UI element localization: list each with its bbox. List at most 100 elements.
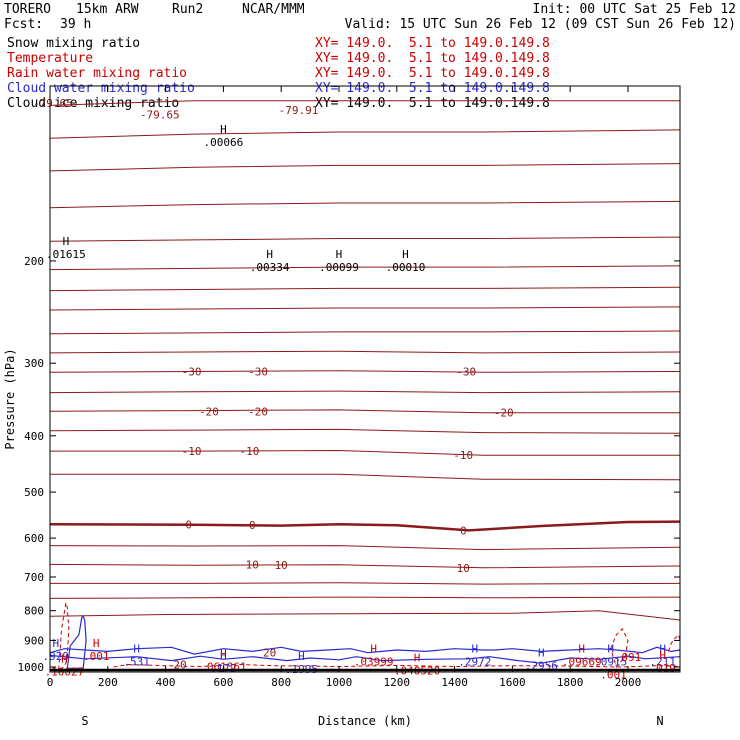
contour-label: 10	[246, 558, 259, 571]
y-tick-label: 600	[24, 532, 44, 545]
temperature-contour-line	[49, 100, 680, 106]
rain-water-contour-line	[58, 602, 70, 670]
contour-label: -20	[494, 407, 514, 420]
temperature-contour-line	[49, 409, 680, 414]
contour-label: 10	[275, 559, 288, 572]
maximum-value: .01615	[46, 248, 86, 261]
x-tick-label: 1800	[557, 676, 584, 689]
temperature-contour-line	[49, 390, 681, 394]
endpoint-left-label: S	[81, 714, 88, 728]
maximum-value: .00099	[319, 261, 359, 274]
maximum-marker: H	[93, 637, 100, 650]
forecast-label: Fcst:	[4, 17, 44, 32]
y-tick-label: 400	[24, 430, 44, 443]
temperature-contour-line	[49, 330, 681, 335]
y-tick-label: 300	[24, 357, 44, 370]
field-xy-cloud-water: XY= 149.0. 5.1 to 149.0.149.8	[315, 81, 550, 96]
field-name-temperature: Temperature	[7, 51, 94, 66]
temperature-contours	[49, 100, 681, 621]
temperature-contour-line	[49, 563, 681, 569]
maximum-marker: H	[659, 649, 666, 662]
contour-label: 0	[460, 524, 467, 537]
temperature-contour-line	[50, 449, 680, 456]
maximum-marker: H	[61, 653, 68, 666]
temperature-contour-line	[49, 236, 681, 242]
temperature-contour-line	[50, 582, 681, 585]
maximum-value: .00010	[386, 261, 426, 274]
maximum-marker: H	[266, 248, 273, 261]
maximum-value: .929	[43, 650, 70, 663]
maximum-marker: H	[133, 642, 140, 655]
maximum-value: .531	[123, 655, 150, 668]
y-tick-label: 500	[24, 486, 44, 499]
maximum-marker: H	[370, 642, 377, 655]
rain-water-contour-line	[113, 663, 681, 668]
contour-label: -20	[199, 405, 219, 418]
contour-label: 0	[185, 519, 192, 532]
contour-label: -10	[182, 445, 202, 458]
resolution-label: 15km ARW	[76, 2, 139, 17]
field-xy-snow: XY= 149.0. 5.1 to 149.0.149.8	[315, 36, 550, 51]
maximum-marker: H	[220, 648, 227, 661]
y-tick-label: 700	[24, 571, 44, 584]
maximum-marker: H	[336, 248, 343, 261]
field-name-rain: Rain water mixing ratio	[7, 66, 188, 81]
x-tick-label: 1600	[499, 676, 526, 689]
x-tick-label: 0	[47, 676, 54, 689]
maximum-value: .001	[83, 650, 110, 663]
valid-time: Valid: 15 UTC Sun 26 Feb 12 (09 CST Sun …	[344, 17, 736, 32]
forecast-hour: 39 h	[60, 17, 92, 32]
x-axis-label: Distance (km)	[318, 714, 412, 728]
contour-label: 20	[263, 646, 276, 659]
y-axis-label: Pressure (hPa)	[3, 348, 17, 449]
cloud-water-contour-line	[49, 646, 681, 655]
maximum-marker: H	[63, 235, 70, 248]
maximum-marker: H	[578, 642, 585, 655]
contour-label: -10	[239, 445, 259, 458]
maximum-marker: H	[414, 651, 421, 664]
maximum-value: .091	[615, 651, 642, 664]
temperature-contour-line	[49, 286, 681, 292]
contour-label: -30	[248, 365, 268, 378]
temperature-contour-line	[49, 163, 681, 172]
field-name-snow: Snow mixing ratio	[7, 36, 141, 51]
field-name-cloud-water: Cloud water mixing ratio	[7, 81, 195, 96]
maximum-marker: H	[659, 642, 666, 655]
temperature-contour-line	[49, 610, 681, 621]
contour-labels: -79.65 -79.65 -79.91 -30 -30 -30 -20 -20 -20 -10 -…	[33, 97, 514, 671]
maximum-marker: H	[298, 650, 305, 663]
temperature-contour-line	[49, 306, 681, 311]
temperature-contour-line	[49, 520, 681, 532]
contour-label: -20	[248, 405, 268, 418]
x-tick-label: 2000	[615, 676, 642, 689]
y-tick-label: 800	[24, 605, 44, 618]
maximum-value: .03999	[354, 655, 394, 668]
endpoint-right-label: N	[656, 714, 663, 728]
x-tick-label: 1000	[326, 676, 353, 689]
x-tick-label: 200	[98, 676, 118, 689]
contour-label: 0	[249, 519, 256, 532]
x-tick-label: 600	[213, 676, 233, 689]
contour-label: -79.65	[140, 109, 180, 122]
contour-label: -79.91	[279, 104, 319, 117]
x-tick-label: 1200	[384, 676, 411, 689]
run-label: Run2	[172, 2, 204, 17]
maximum-value: .019	[649, 662, 676, 675]
rain-water-contours	[58, 602, 681, 670]
temperature-contour-line	[49, 265, 681, 271]
maximum-marker: H	[220, 123, 227, 136]
cloud-water-contour-line	[49, 654, 681, 664]
contour-label: 10	[457, 562, 470, 575]
contour-label: -79.65	[33, 97, 73, 110]
x-tick-label: 400	[156, 676, 176, 689]
temperature-contour-line	[49, 200, 681, 209]
maximum-marker: H	[607, 642, 614, 655]
model-name: TORERO	[4, 2, 51, 17]
maximum-value: .0915	[594, 655, 627, 668]
field-xy-rain: XY= 149.0. 5.1 to 149.0.149.8	[315, 66, 550, 81]
rain-water-contour-line	[667, 633, 681, 652]
maximum-value: .00066	[204, 136, 244, 149]
maximum-value: .211	[649, 655, 676, 668]
x-tick-label: 800	[271, 676, 291, 689]
